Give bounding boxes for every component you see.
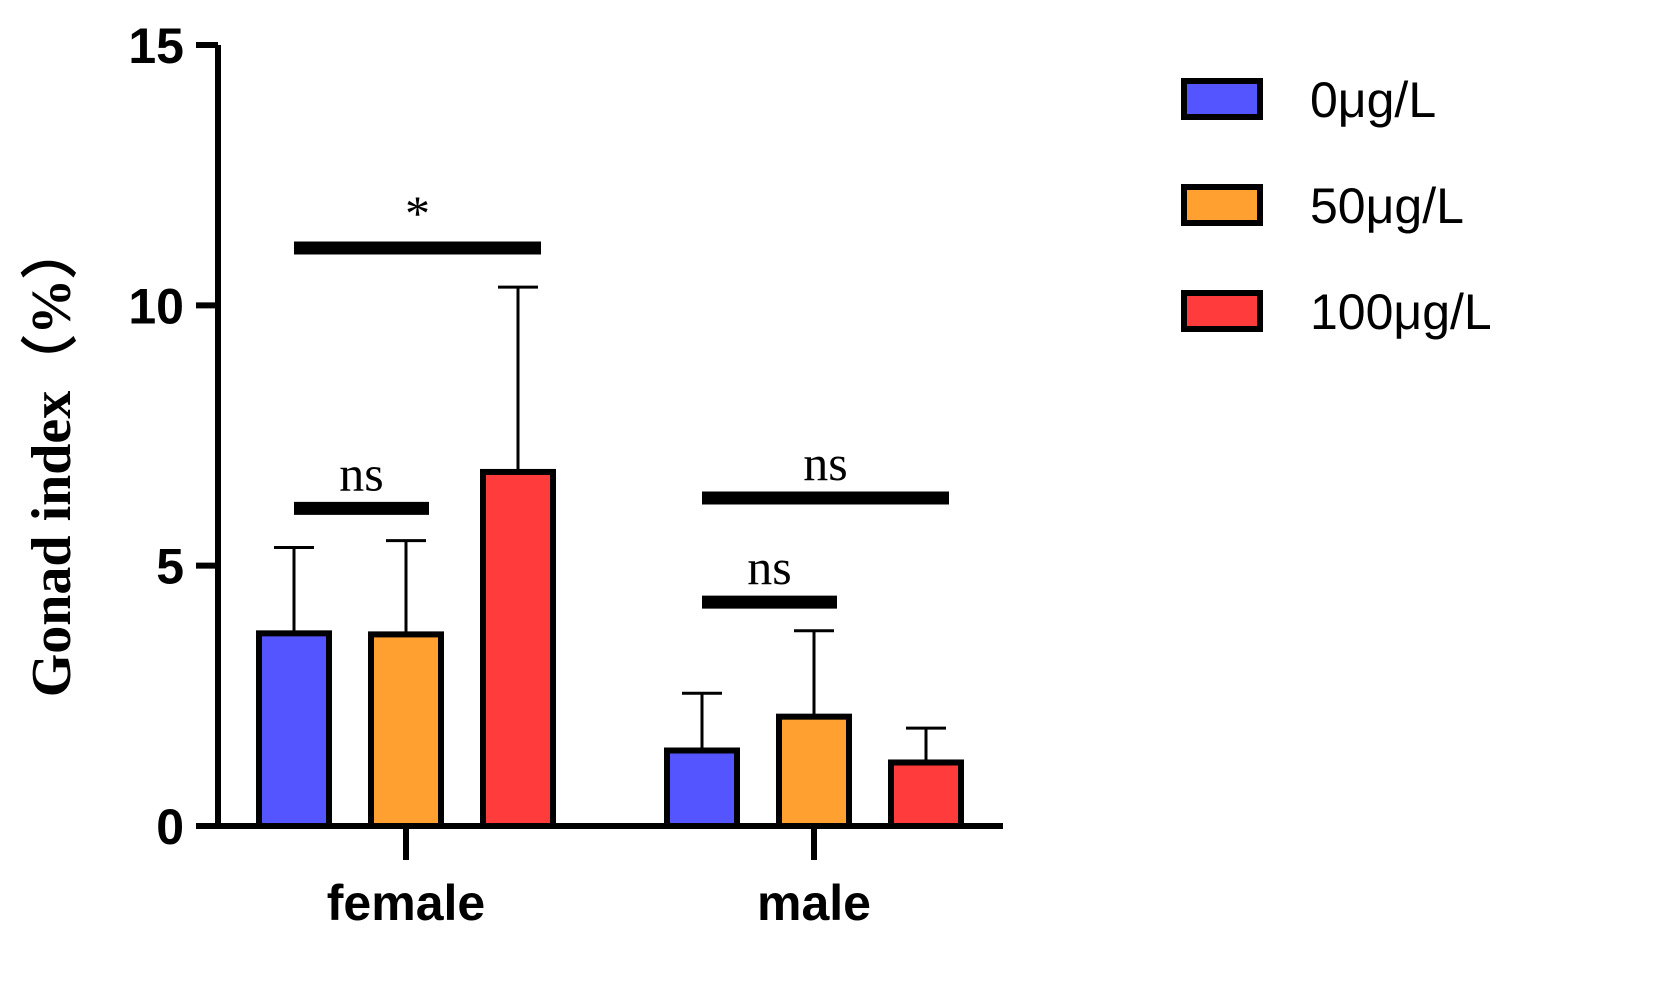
bar-female-0 [256, 630, 332, 829]
bar-male-2 [888, 759, 964, 829]
y-tick-label-1: 5 [156, 539, 184, 595]
legend-label-1: 50μg/L [1310, 178, 1464, 234]
bar-female-1 [368, 631, 444, 829]
y-tick-label-0: 0 [156, 799, 184, 855]
legend: 0μg/L 50μg/L 100μg/L [1181, 72, 1492, 340]
error-bars [274, 285, 946, 763]
x-category-label-female: female [327, 875, 485, 931]
significance-label-3: ns [747, 539, 791, 595]
axes: 0 5 10 15 female male [128, 18, 1003, 931]
legend-swatch-0 [1181, 78, 1263, 120]
significance-label-1: ns [339, 445, 383, 501]
legend-swatch-1 [1181, 184, 1263, 226]
significance-label-2: ns [803, 435, 847, 491]
x-category-label-male: male [757, 875, 871, 931]
y-tick-label-2: 10 [128, 278, 184, 334]
y-tick-label-3: 15 [128, 18, 184, 74]
legend-label-2: 100μg/L [1310, 284, 1492, 340]
significance-label-0: * [405, 185, 430, 241]
legend-swatch-2 [1181, 290, 1263, 332]
bar-male-0 [664, 747, 740, 830]
bar-female-2 [480, 468, 556, 829]
legend-label-0: 0μg/L [1310, 72, 1436, 128]
bars [256, 468, 964, 830]
bar-male-1 [776, 713, 852, 829]
y-axis-title: Gonad index（%） [20, 223, 83, 698]
